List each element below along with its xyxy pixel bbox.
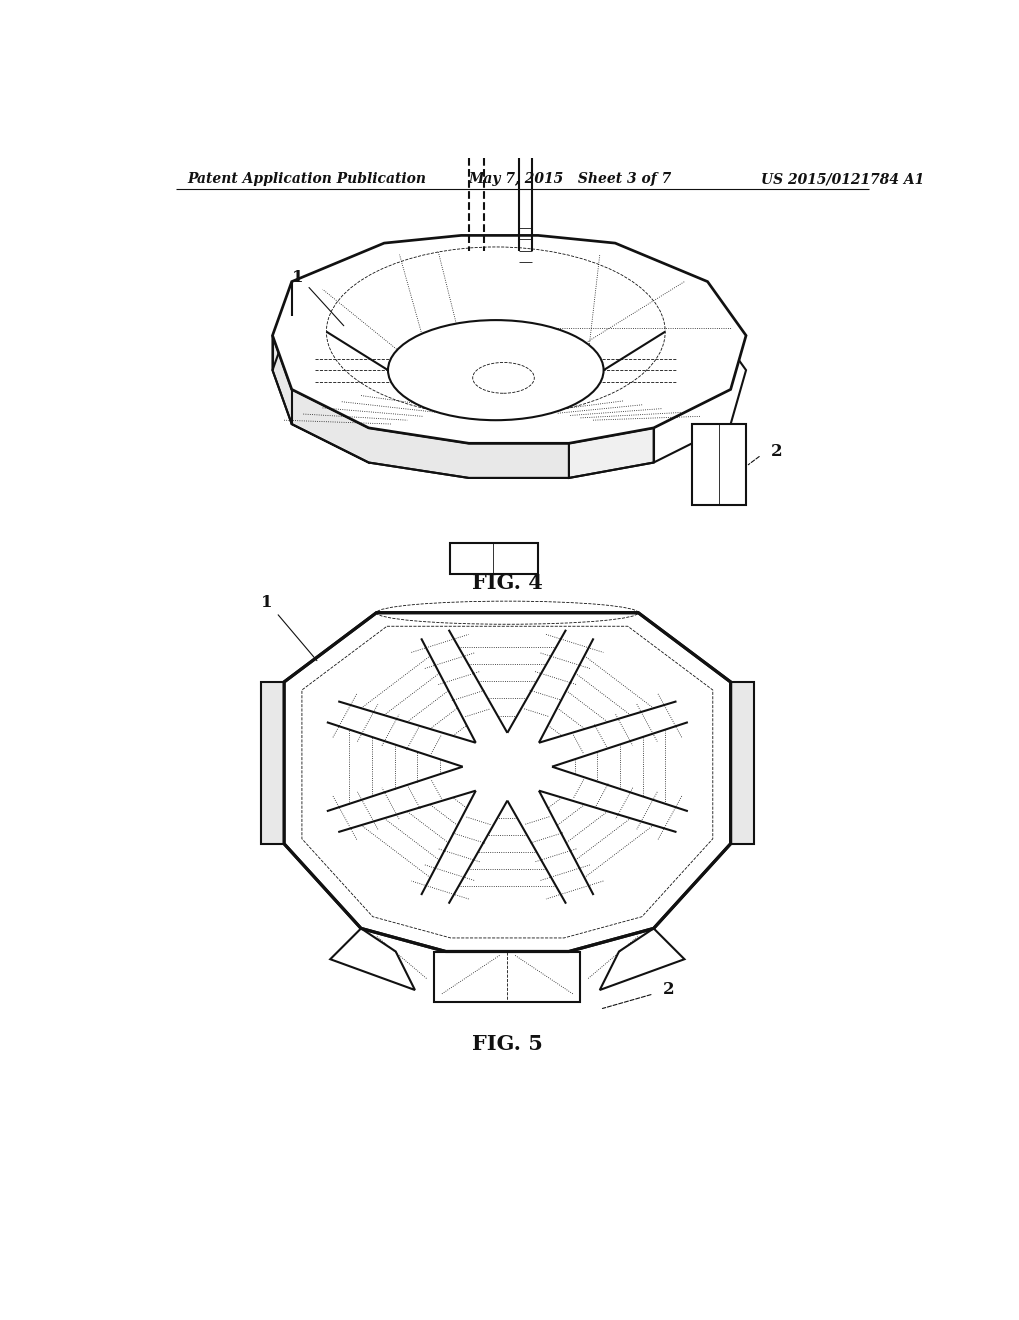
Text: May 7, 2015   Sheet 3 of 7: May 7, 2015 Sheet 3 of 7 [469,172,672,186]
Polygon shape [434,952,580,1002]
Text: 1: 1 [261,594,273,611]
Ellipse shape [472,363,534,393]
Polygon shape [261,682,283,843]
Text: US 2015/0121784 A1: US 2015/0121784 A1 [761,172,924,186]
Polygon shape [283,612,730,952]
Polygon shape [330,928,415,990]
Polygon shape [272,335,569,478]
Polygon shape [569,428,653,478]
Text: Patent Application Publication: Patent Application Publication [187,172,426,186]
Text: FIG. 4: FIG. 4 [472,573,542,594]
Polygon shape [449,544,538,574]
Text: 1: 1 [291,269,304,286]
Text: 2: 2 [662,982,674,998]
Polygon shape [291,389,369,462]
Ellipse shape [387,321,603,420]
Text: 2: 2 [770,442,782,459]
Polygon shape [272,235,745,444]
Text: FIG. 5: FIG. 5 [472,1034,542,1053]
Polygon shape [599,928,684,990]
Polygon shape [692,424,745,506]
Polygon shape [730,682,753,843]
